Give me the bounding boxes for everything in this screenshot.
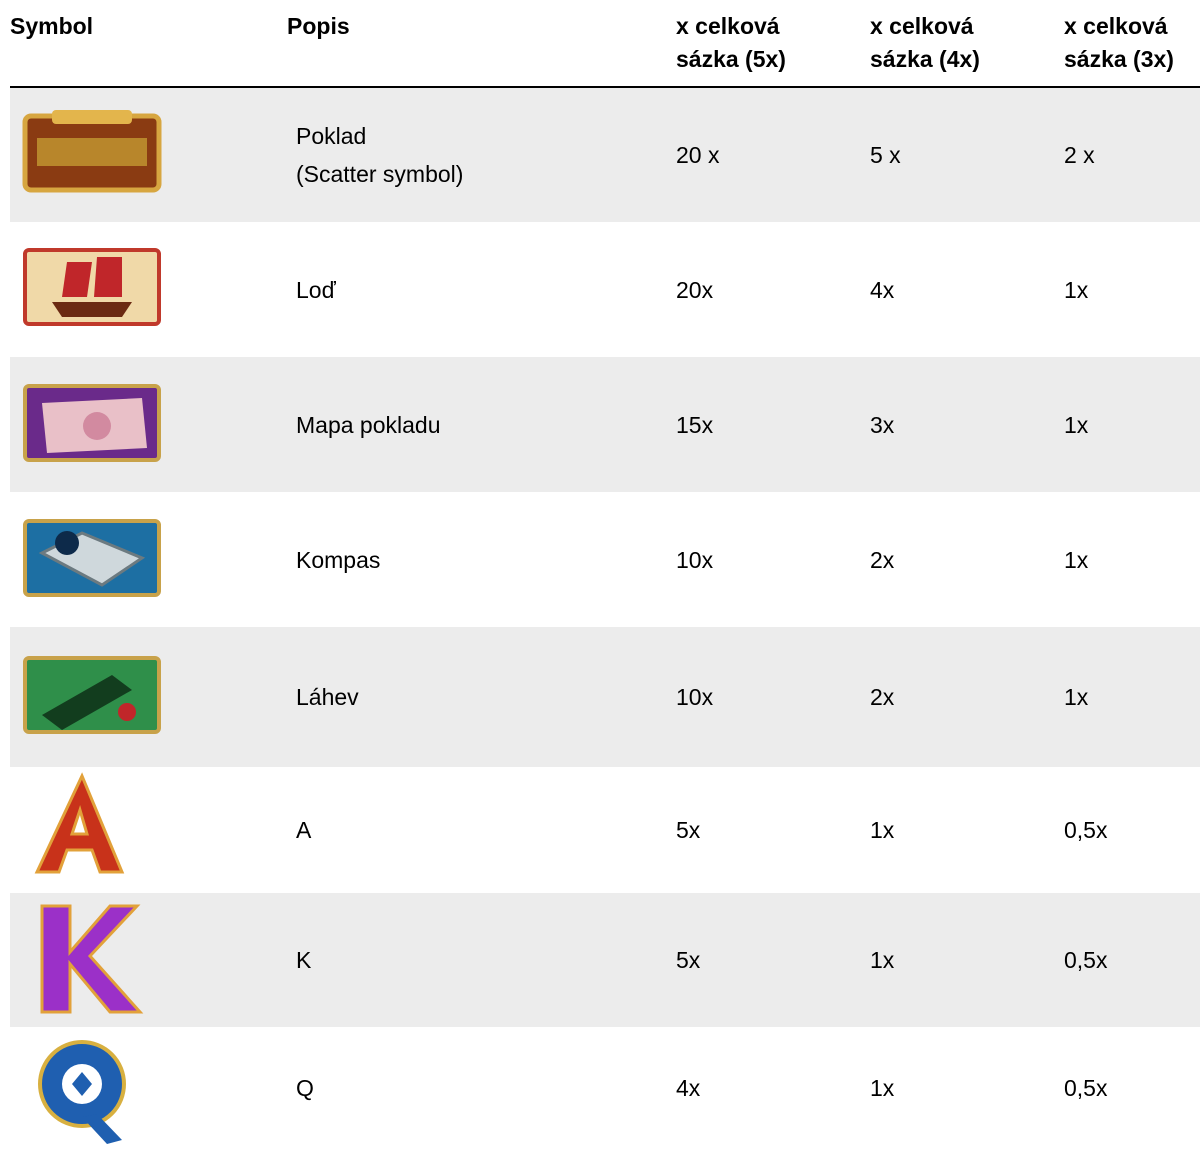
payout: 3x	[870, 411, 895, 438]
scatter-icon	[22, 110, 162, 193]
header-cell: x celková sázka (3x)	[1064, 10, 1174, 76]
payout: 5x	[676, 947, 701, 973]
description-line: K	[296, 947, 312, 973]
payout: 0,5x	[1064, 947, 1108, 973]
payout: 5x	[676, 817, 701, 843]
table-row: K 5x 1x 0,5x	[10, 893, 1200, 1027]
table-row: A 5x 1x 0,5x	[10, 767, 1200, 893]
table-row: Láhev 10x 2x 1x	[10, 627, 1200, 767]
header-cell: x celková sázka (5x)	[676, 10, 786, 76]
table-row: Poklad (Scatter symbol) 20 x 5 x 2 x	[10, 88, 1200, 222]
payout: 2x	[870, 546, 895, 573]
description: Q	[296, 1069, 314, 1107]
description-line: Loď	[296, 276, 336, 303]
payout: 20x	[676, 276, 714, 303]
letter-q-icon	[38, 1040, 126, 1144]
header-line: Symbol	[10, 13, 94, 39]
description-line: Kompas	[296, 546, 381, 573]
bottle-icon	[23, 656, 161, 734]
description: Láhev	[296, 678, 359, 716]
header-cell: Symbol	[10, 10, 93, 43]
payout: 1x	[870, 947, 895, 973]
description-line: A	[296, 817, 312, 843]
payout: 20 x	[676, 142, 720, 168]
description: Kompas	[296, 541, 380, 579]
header-line: x celková	[676, 13, 780, 39]
header-rule	[10, 86, 1200, 88]
payout: 1x	[1064, 276, 1089, 303]
payout: 5 x	[870, 142, 901, 168]
header-line: sázka (4x)	[870, 46, 980, 72]
payout: 4x	[676, 1075, 701, 1101]
payout: 10x	[676, 684, 714, 710]
description: Loď	[296, 271, 336, 309]
payout: 15x	[676, 411, 714, 438]
header-line: x celková	[870, 13, 974, 39]
description-line: Poklad	[296, 123, 367, 149]
description-line: (Scatter symbol)	[296, 161, 464, 187]
header-cell: x celková sázka (4x)	[870, 10, 980, 76]
description-line: Q	[296, 1075, 314, 1101]
table-row: Loď 20x 4x 1x	[10, 222, 1200, 357]
payout: 10x	[676, 546, 714, 573]
payout: 2 x	[1064, 142, 1095, 168]
header-line: sázka (5x)	[676, 46, 786, 72]
table-row: Mapa pokladu 15x 3x 1x	[10, 357, 1200, 492]
payout: 4x	[870, 276, 895, 303]
payout: 0,5x	[1064, 817, 1108, 843]
description-line: Láhev	[296, 684, 359, 710]
payout: 0,5x	[1064, 1075, 1108, 1101]
payout: 1x	[1064, 684, 1089, 710]
header-line: sázka (3x)	[1064, 46, 1174, 72]
ship-icon	[23, 248, 161, 326]
header-row: Symbol Popis x celková sázka (5x) x celková s…	[10, 0, 1200, 86]
description: A	[296, 811, 311, 849]
payout: 1x	[870, 1075, 895, 1101]
letter-a-icon	[34, 772, 125, 874]
payout: 1x	[1064, 546, 1089, 573]
description: Poklad (Scatter symbol)	[296, 117, 463, 193]
payout: 2x	[870, 684, 895, 710]
payout: 1x	[870, 817, 895, 843]
letter-k-icon	[40, 904, 144, 1014]
table-row: Q 4x 1x 0,5x	[10, 1027, 1200, 1149]
header-cell: Popis	[287, 10, 350, 43]
description: K	[296, 941, 311, 979]
map-icon	[23, 384, 161, 462]
compass-icon	[23, 519, 161, 597]
description: Mapa pokladu	[296, 406, 441, 444]
description-line: Mapa pokladu	[296, 411, 441, 438]
table-row: Kompas 10x 2x 1x	[10, 492, 1200, 627]
header-line: Popis	[287, 13, 350, 39]
payout: 1x	[1064, 411, 1089, 438]
header-line: x celková	[1064, 13, 1168, 39]
